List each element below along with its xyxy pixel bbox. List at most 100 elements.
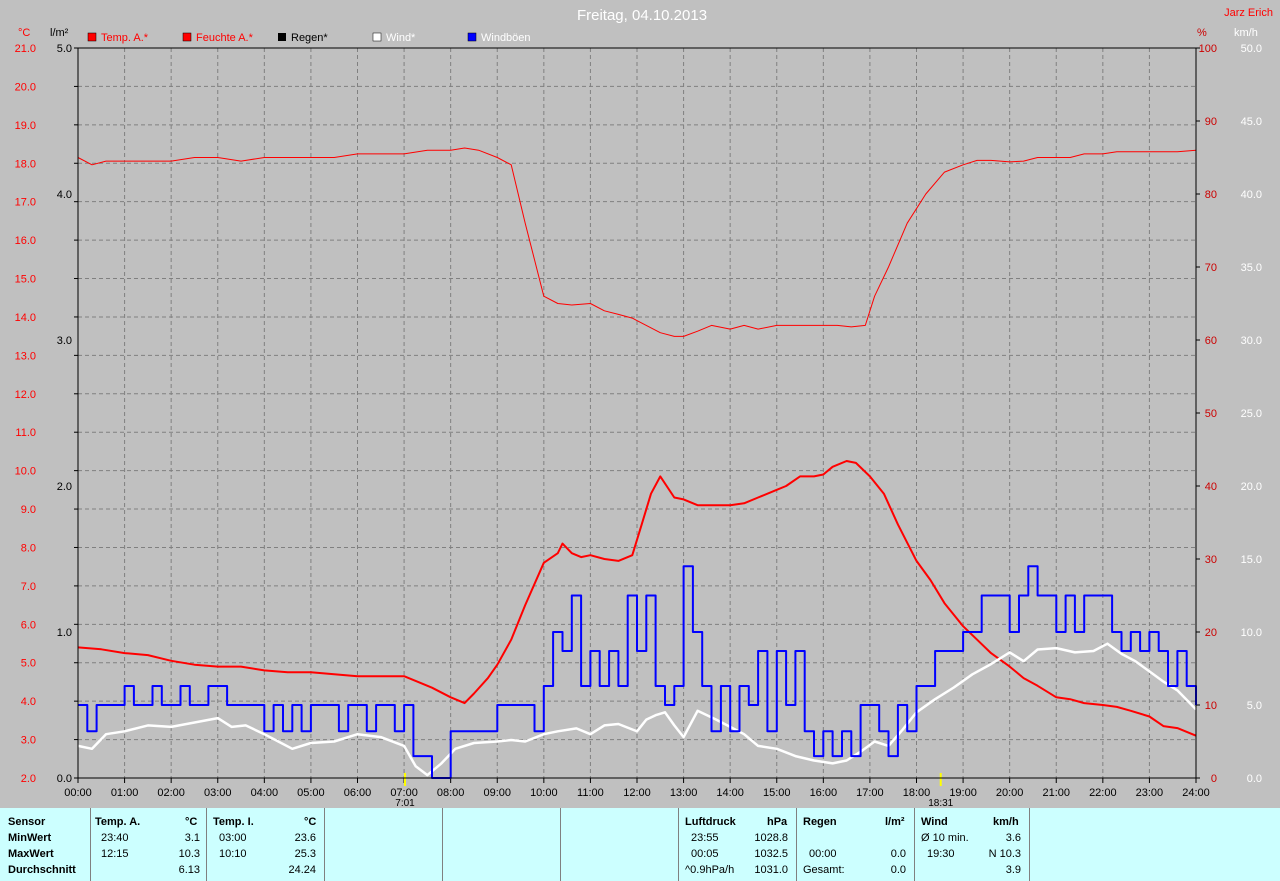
rain-axis-unit: l/m² — [50, 27, 69, 39]
temp-a-avg-value: 6.13 — [178, 864, 200, 876]
temp-i-max-value: 25.3 — [294, 848, 316, 860]
wind-tick-label: 35.0 — [1241, 262, 1262, 274]
legend: Temp. A.* Feuchte A.* Regen* Wind* Windb… — [87, 32, 531, 44]
table-temp-i-block: Temp. I. °C 03:00 23.6 10:10 25.3 24.24 — [206, 808, 324, 881]
temp-i-min-time: 03:00 — [219, 832, 247, 844]
humidity-tick-label: 50 — [1205, 408, 1217, 420]
axis-labels: 00:00 01:00 02:00 03:00 04:00 05:00 06:00 07:00… — [15, 43, 1262, 799]
wind-tick-label: 40.0 — [1241, 189, 1262, 201]
rain-header: Regen — [803, 816, 837, 828]
x-tick-label: 01:00 — [111, 787, 139, 799]
temp-tick-label: 7.0 — [21, 581, 36, 593]
rain-tick-label: 3.0 — [57, 335, 72, 347]
temp-tick-label: 11.0 — [15, 427, 36, 439]
temp-i-max-time: 10:10 — [219, 848, 247, 860]
table-temp-a-block: Temp. A. °C 23:40 3.1 12:15 10.3 6.13 — [90, 808, 206, 881]
humidity-tick-label: 100 — [1199, 43, 1217, 55]
pressure-max-value: 1032.5 — [754, 848, 788, 860]
temp-tick-label: 8.0 — [21, 542, 36, 554]
temp-tick-label: 16.0 — [15, 235, 36, 247]
table-maxwert-label: MaxWert — [8, 848, 54, 860]
pressure-max-time: 00:05 — [691, 848, 719, 860]
temp-tick-label: 18.0 — [15, 158, 36, 170]
temp-axis-unit: °C — [18, 27, 30, 39]
pressure-trend: ^0.9hPa/h — [685, 864, 735, 876]
x-tick-label: 02:00 — [157, 787, 185, 799]
wind-max-time: 19:30 — [927, 848, 955, 860]
x-tick-label: 08:00 — [437, 787, 465, 799]
sunrise-label: 7:01 — [395, 798, 415, 808]
temp-tick-label: 13.0 — [15, 350, 36, 362]
wind-last-value: 3.9 — [1005, 864, 1021, 876]
temp-i-avg-value: 24.24 — [288, 864, 316, 876]
chart-title: Freitag, 04.10.2013 — [577, 7, 707, 24]
rain-time: 00:00 — [809, 848, 837, 860]
temperature-line — [77, 460, 1197, 737]
x-tick-label: 19:00 — [949, 787, 977, 799]
table-empty-3 — [560, 808, 678, 881]
wind-tick-label: 0.0 — [1247, 773, 1262, 785]
table-rain-block: Regen l/m² 00:00 0.0 Gesamt: 0.0 — [796, 808, 914, 881]
pressure-unit: hPa — [767, 816, 788, 828]
table-avg-label: Durchschnitt — [8, 864, 76, 876]
table-wind-block: Wind km/h Ø 10 min. 3.6 19:30 N 10.3 3.9 — [914, 808, 1030, 881]
x-tick-label: 11:00 — [577, 787, 604, 799]
temp-tick-label: 6.0 — [21, 619, 36, 631]
temp-tick-label: 12.0 — [15, 389, 36, 401]
temp-a-min-value: 3.1 — [184, 832, 200, 844]
rain-tick-label: 2.0 — [57, 481, 72, 493]
sun-markers: 7:01 18:31 — [395, 773, 954, 808]
humidity-tick-label: 30 — [1205, 554, 1217, 566]
wind-max-value: N 10.3 — [988, 848, 1021, 860]
wind-tick-label: 20.0 — [1241, 481, 1262, 493]
x-tick-label: 12:00 — [623, 787, 651, 799]
x-tick-label: 15:00 — [763, 787, 791, 799]
temp-tick-label: 2.0 — [21, 773, 36, 785]
x-tick-label: 14:00 — [716, 787, 744, 799]
rain-tick-label: 1.0 — [57, 627, 72, 639]
pressure-min-value: 1028.8 — [754, 832, 788, 844]
x-tick-label: 06:00 — [344, 787, 372, 799]
temp-a-header: Temp. A. — [95, 816, 141, 828]
rain-value: 0.0 — [890, 848, 906, 860]
temp-tick-label: 14.0 — [15, 312, 36, 324]
table-sensor-block: Sensor MinWert MaxWert Durchschnitt — [0, 808, 90, 881]
table-empty-1 — [324, 808, 442, 881]
temp-a-unit: °C — [185, 816, 198, 828]
temp-tick-label: 9.0 — [21, 504, 36, 516]
wind-avg-value: 3.6 — [1005, 832, 1021, 844]
legend-rain-swatch — [278, 33, 286, 41]
chart-author: Jarz Erich — [1224, 7, 1273, 19]
temp-i-min-value: 23.6 — [294, 832, 316, 844]
wind-tick-label: 45.0 — [1241, 116, 1262, 128]
legend-humidity-label: Feuchte A.* — [196, 32, 254, 44]
x-tick-label: 22:00 — [1089, 787, 1117, 799]
temp-tick-label: 3.0 — [21, 735, 36, 747]
x-tick-label: 03:00 — [204, 787, 232, 799]
legend-temp-swatch — [87, 32, 97, 42]
temp-a-max-time: 12:15 — [101, 848, 129, 860]
legend-wind-swatch — [372, 32, 382, 42]
temp-tick-label: 5.0 — [21, 658, 36, 670]
humidity-tick-label: 90 — [1205, 116, 1217, 128]
temp-tick-label: 20.0 — [15, 81, 36, 93]
rain-total-value: 0.0 — [890, 864, 906, 876]
legend-wind-label: Wind* — [386, 32, 416, 44]
series — [77, 147, 1197, 779]
temp-a-min-time: 23:40 — [101, 832, 129, 844]
wind-tick-label: 5.0 — [1247, 700, 1262, 712]
temp-i-header: Temp. I. — [213, 816, 254, 828]
rain-tick-label: 5.0 — [57, 43, 72, 55]
wind-tick-label: 10.0 — [1241, 627, 1262, 639]
x-tick-label: 10:00 — [530, 787, 558, 799]
table-minwert-label: MinWert — [8, 832, 52, 844]
plot-frame — [77, 47, 1197, 779]
table-empty-2 — [442, 808, 560, 881]
table-pressure-block: Luftdruck hPa 23:55 1028.8 00:05 1032.5 … — [678, 808, 796, 881]
humidity-axis-unit: % — [1197, 27, 1207, 39]
wind-line — [77, 642, 1197, 777]
x-tick-label: 24:00 — [1182, 787, 1210, 799]
legend-humidity-swatch — [182, 32, 192, 42]
gusts-line — [78, 565, 1197, 779]
grid — [74, 47, 1200, 783]
